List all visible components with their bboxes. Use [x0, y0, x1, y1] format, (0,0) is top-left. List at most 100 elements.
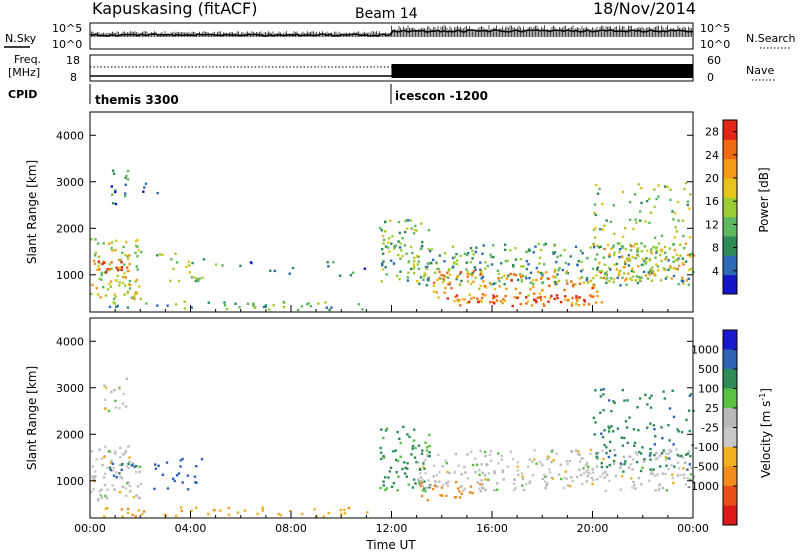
- velocity-cell: [480, 479, 483, 482]
- velocity-cell: [612, 459, 616, 463]
- power-cell: [602, 256, 605, 259]
- power-cell: [682, 282, 685, 285]
- velocity-cell: [601, 449, 604, 452]
- power-cell: [474, 276, 477, 280]
- power-cell: [535, 266, 538, 270]
- power-cell: [578, 296, 581, 299]
- velocity-cell: [649, 447, 652, 451]
- velocity-cell: [177, 472, 181, 475]
- power-cell: [411, 251, 414, 255]
- velocity-cell: [420, 452, 424, 455]
- power-cell: [627, 254, 631, 257]
- power-cell: [393, 245, 396, 248]
- power-cell: [424, 273, 427, 276]
- velocity-cell: [180, 509, 183, 513]
- power-cell: [482, 244, 485, 247]
- power-cell: [636, 281, 640, 285]
- power-cell: [397, 240, 400, 243]
- power-cell: [643, 245, 646, 248]
- velocity-cell: [138, 470, 141, 474]
- velocity-cell: [655, 451, 658, 455]
- power-cell: [440, 273, 443, 277]
- power-cell: [106, 288, 110, 291]
- velocity-cell: [607, 430, 611, 433]
- power-cell: [114, 279, 117, 282]
- power-cell: [461, 298, 465, 301]
- velocity-cell: [424, 472, 427, 475]
- power-cell: [459, 254, 462, 257]
- freq-right-tick-top: 60: [707, 54, 721, 67]
- velocity-colorbar-swatch: [723, 427, 737, 448]
- power-cell: [655, 197, 658, 201]
- power-cell: [574, 283, 577, 286]
- velocity-cell: [650, 472, 653, 475]
- power-cell: [543, 243, 546, 247]
- power-cell: [619, 284, 622, 287]
- velocity-cell: [428, 484, 431, 487]
- power-cell: [644, 260, 648, 264]
- power-cell: [114, 189, 117, 192]
- velocity-cell: [93, 470, 97, 473]
- velocity-cell: [261, 508, 264, 511]
- velocity-cell: [661, 437, 664, 440]
- power-cell: [619, 248, 622, 251]
- power-cell: [594, 258, 597, 261]
- power-cell: [675, 259, 678, 262]
- velocity-cell: [425, 449, 429, 452]
- power-cell: [188, 271, 191, 274]
- velocity-cell: [648, 479, 651, 482]
- date-title: 18/Nov/2014: [593, 0, 696, 18]
- power-cell: [609, 268, 612, 271]
- velocity-cell: [595, 478, 599, 481]
- power-cell: [589, 294, 592, 297]
- velocity-cell: [483, 450, 487, 454]
- power-cell: [492, 244, 495, 247]
- velocity-cell: [685, 418, 688, 422]
- power-cell: [629, 243, 632, 246]
- velocity-cell: [103, 384, 106, 387]
- velocity-cell: [481, 471, 484, 474]
- velocity-cell: [578, 468, 581, 472]
- velocity-cell: [103, 483, 106, 487]
- velocity-cell: [419, 468, 422, 471]
- power-cell: [629, 249, 633, 252]
- power-cell: [692, 254, 696, 257]
- power-cell: [480, 277, 483, 280]
- velocity-cell: [612, 430, 615, 433]
- velocity-cell: [181, 481, 184, 484]
- velocity-cell: [480, 463, 483, 466]
- power-cell: [585, 278, 588, 282]
- velocity-cell: [419, 480, 422, 483]
- velocity-cell: [458, 496, 462, 499]
- power-colorbar-swatch: [723, 120, 737, 140]
- velocity-cell: [677, 473, 680, 476]
- velocity-cell: [343, 512, 347, 515]
- freq-dense-block: [391, 64, 693, 78]
- power-cell: [579, 270, 583, 273]
- velocity-cell: [106, 488, 109, 491]
- power-cell: [606, 243, 610, 247]
- power-cell: [628, 201, 632, 204]
- power-cell: [549, 297, 552, 300]
- power-x-axis: [89, 305, 694, 312]
- velocity-cell: [256, 512, 259, 516]
- velocity-cell: [412, 439, 416, 442]
- power-cell: [615, 268, 619, 271]
- x-axis-label: Time UT: [365, 538, 416, 552]
- power-cell: [264, 305, 267, 308]
- power-cell: [133, 295, 136, 299]
- power-cell: [605, 281, 608, 285]
- power-cell: [407, 271, 410, 274]
- power-cell: [126, 257, 130, 261]
- velocity-cell: [440, 486, 444, 489]
- velocity-cell: [586, 474, 589, 478]
- velocity-cell: [484, 454, 487, 458]
- power-cell: [399, 257, 402, 260]
- power-cell: [564, 261, 567, 265]
- power-data: [90, 169, 696, 312]
- power-cell: [481, 293, 485, 296]
- velocity-cell: [408, 435, 411, 439]
- power-cell: [522, 265, 525, 268]
